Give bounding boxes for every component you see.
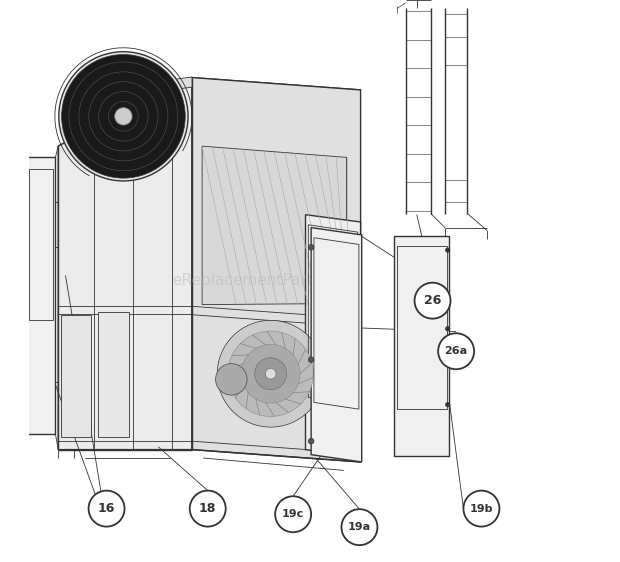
Circle shape <box>463 491 499 527</box>
Text: 19a: 19a <box>348 522 371 532</box>
Polygon shape <box>158 77 192 92</box>
Circle shape <box>265 369 276 379</box>
Circle shape <box>308 357 314 362</box>
Circle shape <box>89 491 125 527</box>
Text: 19c: 19c <box>282 509 304 519</box>
Text: 26a: 26a <box>445 346 467 356</box>
Polygon shape <box>394 236 450 456</box>
Text: eReplacementParts.com: eReplacementParts.com <box>172 274 358 288</box>
Circle shape <box>61 55 185 178</box>
Circle shape <box>308 438 314 444</box>
Polygon shape <box>26 157 55 434</box>
Polygon shape <box>61 315 91 437</box>
Circle shape <box>445 327 450 331</box>
Polygon shape <box>58 78 361 158</box>
Circle shape <box>217 320 324 427</box>
Circle shape <box>445 248 450 252</box>
Circle shape <box>59 52 188 181</box>
Circle shape <box>275 496 311 532</box>
Polygon shape <box>311 228 361 462</box>
Text: 19b: 19b <box>470 504 493 514</box>
Circle shape <box>445 402 450 407</box>
Circle shape <box>342 509 378 545</box>
Text: 18: 18 <box>199 502 216 515</box>
Circle shape <box>438 333 474 369</box>
Circle shape <box>115 108 132 125</box>
Circle shape <box>190 491 226 527</box>
Circle shape <box>255 357 286 390</box>
Polygon shape <box>202 146 347 305</box>
Circle shape <box>415 283 451 319</box>
Circle shape <box>228 331 313 416</box>
Polygon shape <box>97 312 129 437</box>
Circle shape <box>308 244 314 250</box>
Circle shape <box>241 345 300 403</box>
Text: 16: 16 <box>98 502 115 515</box>
Text: 26: 26 <box>424 294 441 307</box>
Circle shape <box>216 364 247 395</box>
Polygon shape <box>306 215 361 457</box>
Polygon shape <box>192 78 361 462</box>
Polygon shape <box>58 78 192 450</box>
